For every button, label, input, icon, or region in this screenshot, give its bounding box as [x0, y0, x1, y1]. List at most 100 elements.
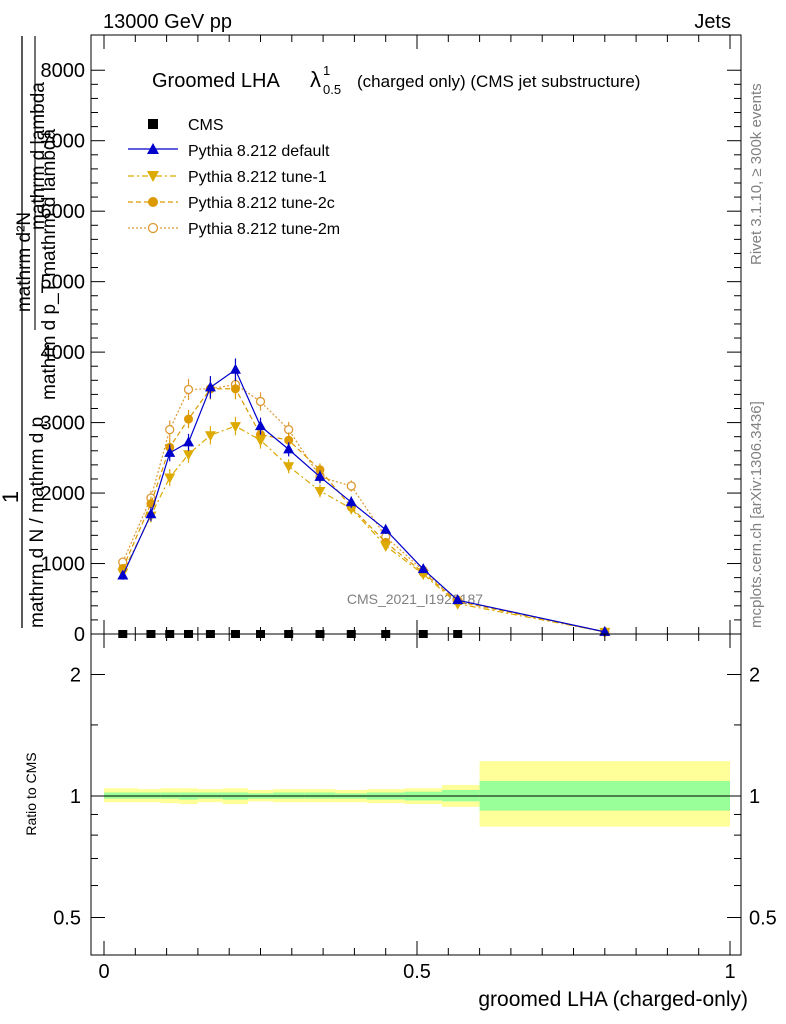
legend-default-label: Pythia 8.212 default — [188, 143, 330, 160]
ratio-y-tick-label-right: 1 — [749, 786, 760, 808]
x-tick-labels: 0 0.5 1 — [98, 961, 735, 983]
main-y-tick-label: 2000 — [41, 483, 86, 505]
point-tune-2c — [184, 414, 194, 424]
point-default — [283, 443, 295, 454]
y-label-numerator: 1 — [0, 491, 23, 503]
ratio-y-tick-label-right: 0.5 — [749, 908, 777, 930]
main-y-tick-label: 3000 — [41, 413, 86, 435]
point-tune-2m — [183, 384, 194, 395]
point-tune-1 — [314, 486, 326, 497]
point-tune-1 — [380, 541, 392, 552]
point-tune-2m — [255, 396, 266, 407]
ratio-y-tick-label: 1 — [70, 786, 81, 808]
legend-cms: CMS — [148, 117, 224, 134]
x-tick-label: 0 — [98, 961, 109, 983]
legend-tune2m-marker — [147, 222, 159, 234]
title-symbol: λ — [310, 67, 321, 92]
ratio-bands — [104, 761, 730, 827]
point-tune-1 — [229, 422, 241, 433]
main-y-tick-label: 8000 — [41, 60, 86, 82]
ratio-plot-frame — [90, 633, 742, 956]
title-main: Groomed LHA — [152, 70, 280, 92]
title-sup: 1 — [323, 63, 330, 78]
series-line-default — [122, 368, 605, 633]
point-default — [183, 436, 195, 447]
legend-tune2m: Pythia 8.212 tune-2m — [128, 221, 340, 238]
series-line-tune-2m — [122, 383, 605, 633]
mcplots-label: mcplots.cern.ch [arXiv:1306.3436] — [748, 401, 765, 628]
point-tune-2c — [230, 384, 240, 394]
x-tick-label: 0.5 — [403, 961, 431, 983]
main-y-tick-label: 1000 — [41, 554, 86, 576]
point-default — [204, 381, 216, 392]
ratio-y-tick-labels: 0.5 0.5 1 1 2 2 — [53, 665, 777, 930]
y-label-inner2: mathrm d p_T mathrm d lambda — [39, 129, 60, 400]
point-tune-2m — [284, 424, 294, 435]
ratio-y-tick-label-right: 2 — [749, 665, 760, 687]
title-sub: 0.5 — [323, 82, 341, 97]
x-axis-label: groomed LHA (charged-only) — [478, 988, 748, 1011]
title-rest: (charged only) (CMS jet substructure) — [357, 72, 640, 91]
legend-tune2c: Pythia 8.212 tune-2c — [128, 195, 335, 212]
point-tune-1 — [255, 436, 266, 447]
point-tune-2c — [284, 435, 294, 445]
main-y-tick-labels: 0 1000 2000 3000 4000 5000 6000 7000 8000 — [41, 60, 86, 646]
ratio-plot: 0.5 0.51 12 2 0 0.5 1 Ratio to CMS groomed LH… — [23, 633, 777, 1011]
point-tune-2m — [165, 424, 175, 435]
point-default — [164, 446, 176, 457]
point-tune-1 — [283, 462, 295, 473]
legend-tune2c-label: Pythia 8.212 tune-2c — [188, 195, 335, 212]
legend-default-marker — [147, 143, 159, 154]
ratio-y-label: Ratio to CMS — [23, 752, 39, 835]
y-label-lambda: mathrm d lambda — [28, 82, 49, 230]
main-y-tick-label: 4000 — [41, 342, 86, 364]
legend-tune1-label: Pythia 8.212 tune-1 — [188, 169, 327, 186]
point-default — [599, 625, 611, 636]
point-tune-1 — [204, 431, 216, 442]
header-left: 13000 GeV pp — [103, 11, 232, 33]
main-plot: 0 1000 2000 3000 4000 5000 6000 7000 8000 CMS_20… — [0, 34, 742, 646]
main-axis-ticks — [91, 35, 741, 635]
main-y-tick-label: 5000 — [41, 272, 86, 294]
point-tune-1 — [345, 504, 357, 515]
series-line-tune-1 — [122, 425, 605, 633]
legend-tune1-marker — [147, 171, 159, 182]
point-tune-1 — [183, 450, 195, 461]
legend-cms-marker — [148, 119, 158, 129]
legend-tune2c-marker — [148, 197, 158, 207]
main-y-tick-label: 7000 — [41, 131, 86, 153]
point-default — [255, 420, 266, 431]
point-default — [117, 569, 129, 580]
legend-cms-label: CMS — [188, 117, 224, 134]
y-label-inner: mathrm d²N — [14, 212, 35, 312]
point-tune-1 — [164, 473, 176, 484]
legend: CMS Pythia 8.212 default Pythia 8.212 tu… — [128, 117, 340, 238]
point-default — [452, 594, 464, 605]
header-right: Jets — [694, 11, 731, 33]
legend-tune2m-label: Pythia 8.212 tune-2m — [188, 221, 340, 238]
main-series — [117, 358, 611, 638]
main-y-label: 1 mathrm d N / mathrm d p mathrm d²N mat… — [0, 36, 60, 628]
point-default — [345, 496, 357, 507]
main-y-tick-label: 6000 — [41, 201, 86, 223]
point-default — [417, 563, 429, 574]
point-default — [314, 470, 326, 481]
point-tune-2c — [315, 465, 325, 475]
point-default — [229, 363, 241, 374]
series-default — [117, 358, 611, 636]
legend-default: Pythia 8.212 default — [128, 143, 330, 160]
plot-title: Groomed LHA λ 1 0.5 (charged only) (CMS … — [152, 63, 640, 97]
legend-tune1: Pythia 8.212 tune-1 — [128, 169, 327, 186]
ratio-y-tick-label: 2 — [70, 665, 81, 687]
y-label-denominator: mathrm d N / mathrm d p — [27, 417, 48, 628]
watermark: CMS_2021_I1920187 — [347, 591, 483, 607]
ratio-y-tick-label: 0.5 — [53, 908, 81, 930]
x-tick-label: 1 — [724, 961, 735, 983]
rivet-label: Rivet 3.1.10, ≥ 300k events — [748, 83, 765, 265]
main-y-tick-label: 0 — [74, 624, 85, 646]
point-tune-2m — [346, 481, 356, 491]
point-default — [380, 523, 392, 534]
point-default — [145, 508, 157, 519]
ratio-axis-ticks — [91, 634, 741, 955]
